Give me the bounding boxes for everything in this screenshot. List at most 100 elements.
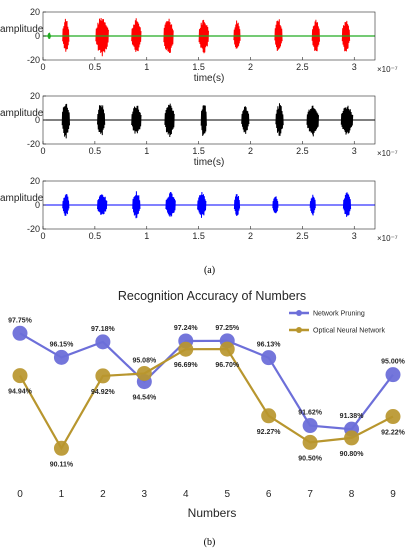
data-point [385, 367, 401, 383]
data-label: 94.94% [8, 389, 33, 396]
data-point [12, 368, 28, 384]
y-tick-label: -20 [27, 224, 40, 234]
x-tick-label: 2 [248, 146, 253, 156]
signal-trace [43, 32, 375, 40]
data-point [12, 325, 28, 341]
y-tick-label: -20 [27, 139, 40, 149]
x-tick-label: 1 [59, 489, 65, 500]
data-point [53, 349, 69, 365]
signal-trace [43, 103, 375, 139]
x-tick-label: 1 [144, 146, 149, 156]
data-point [385, 409, 401, 425]
data-label: 96.13% [257, 342, 282, 349]
series-line [19, 332, 394, 431]
x-tick-label: 2 [100, 489, 106, 500]
x-tick-label: 0 [40, 146, 45, 156]
x-tick-label: 8 [349, 489, 355, 500]
x-tick-label: 7 [307, 489, 313, 500]
x-multiplier: ×10⁻⁷ [377, 234, 398, 243]
data-label: 96.70% [215, 362, 240, 369]
data-point [95, 334, 111, 350]
x-tick-label: 2.5 [296, 231, 309, 241]
data-point [53, 440, 69, 456]
x-tick-label: 3 [352, 62, 357, 72]
data-label: 90.80% [340, 451, 365, 458]
x-tick-label: 3 [142, 489, 148, 500]
data-label: 94.92% [91, 389, 116, 396]
caption-a: (a) [204, 265, 215, 276]
data-label: 97.75% [8, 317, 33, 324]
legend-marker [296, 327, 302, 333]
y-tick-label: -20 [27, 55, 40, 65]
x-axis-label: Numbers [188, 506, 237, 520]
data-point [261, 408, 277, 424]
x-tick-label: 0.5 [89, 146, 102, 156]
x-tick-label: 2 [248, 62, 253, 72]
data-label: 97.24% [174, 325, 199, 332]
y-tick-label: 20 [30, 91, 40, 101]
data-label: 92.27% [257, 429, 282, 436]
x-tick-label: 0.5 [89, 231, 102, 241]
x-multiplier: ×10⁻⁷ [377, 65, 398, 74]
legend-label: Optical Neural Network [313, 328, 385, 335]
x-tick-label: 2.5 [296, 62, 309, 72]
data-label: 95.08% [132, 357, 157, 364]
x-tick-label: 3 [352, 231, 357, 241]
y-axis-label: amplitude [0, 193, 44, 204]
x-tick-label: 1.5 [192, 231, 205, 241]
legend-marker [296, 310, 302, 316]
data-label: 96.15% [50, 341, 75, 348]
x-tick-label: 0.5 [89, 62, 102, 72]
accuracy-chart: Recognition Accuracy of Numbers Network P… [8, 289, 406, 520]
x-tick-label: 6 [266, 489, 272, 500]
x-tick-label: 1 [144, 231, 149, 241]
data-label: 97.18% [91, 326, 116, 333]
x-tick-label: 2 [248, 231, 253, 241]
x-tick-label: 5 [224, 489, 230, 500]
x-tick-label: 1.5 [192, 62, 205, 72]
x-tick-label: 1.5 [192, 146, 205, 156]
data-point [344, 430, 360, 446]
x-axis-label: time(s) [194, 157, 225, 168]
chart-title: Recognition Accuracy of Numbers [118, 289, 306, 303]
y-axis-label: amplitude [0, 108, 44, 119]
data-label: 95.00% [381, 359, 406, 366]
y-tick-label: 20 [30, 7, 40, 17]
x-tick-label: 3 [352, 146, 357, 156]
data-point [178, 341, 194, 357]
x-tick-label: 4 [183, 489, 189, 500]
x-axis-label: time(s) [194, 73, 225, 84]
legend-label: Network Pruning [313, 311, 365, 318]
x-tick-label: 0 [17, 489, 23, 500]
data-label: 90.50% [298, 455, 323, 462]
data-point [95, 368, 111, 384]
signal-trace [43, 191, 375, 219]
y-tick-label: 0 [35, 115, 40, 125]
x-multiplier: ×10⁻⁷ [377, 149, 398, 158]
data-point [136, 365, 152, 381]
data-label: 94.54% [132, 395, 157, 402]
y-tick-label: 0 [35, 200, 40, 210]
data-label: 92.22% [381, 430, 406, 437]
x-tick-label: 0 [40, 62, 45, 72]
data-point [219, 341, 235, 357]
data-label: 90.11% [50, 461, 74, 468]
data-point [261, 350, 277, 366]
data-label: 97.25% [215, 325, 240, 332]
y-tick-label: 0 [35, 31, 40, 41]
data-label: 91.38% [340, 413, 365, 420]
series-line [19, 347, 394, 451]
y-tick-label: 20 [30, 176, 40, 186]
data-point [302, 418, 318, 434]
y-axis-label: amplitude [0, 24, 44, 35]
caption-b: (b) [204, 537, 216, 548]
signal-trace [43, 17, 375, 57]
data-point [302, 434, 318, 450]
x-tick-label: 9 [390, 489, 396, 500]
x-tick-label: 2.5 [296, 146, 309, 156]
x-tick-label: 0 [40, 231, 45, 241]
